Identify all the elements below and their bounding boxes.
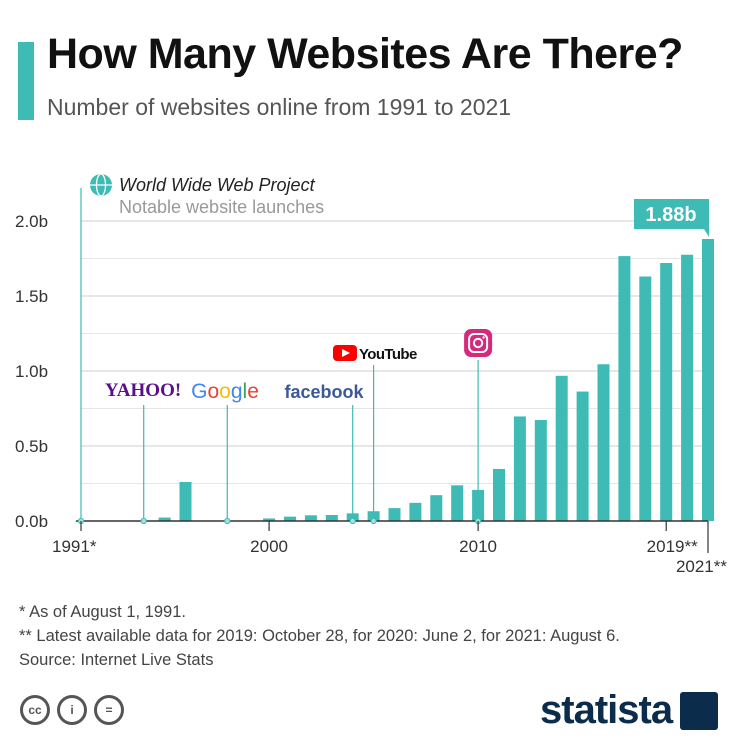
y-tick-label: 1.5b — [15, 287, 48, 306]
footnote-2: ** Latest available data for 2019: Octob… — [19, 627, 620, 645]
value-callout-box — [634, 199, 709, 229]
attribution-icon[interactable]: i — [57, 695, 87, 725]
bar — [576, 391, 589, 521]
marker-dot — [349, 517, 356, 525]
bar — [388, 508, 401, 521]
y-tick-label: 0.5b — [15, 437, 48, 456]
x-tick-label: 2010 — [459, 537, 497, 556]
x-tick-label: 1991* — [52, 537, 97, 556]
cc-icon[interactable]: cc — [20, 695, 50, 725]
marker-dot — [224, 517, 231, 525]
brand-wordmark: statista — [540, 688, 673, 732]
bar — [284, 516, 296, 521]
no-derivatives-icon[interactable]: = — [94, 695, 124, 725]
marker-dot — [140, 517, 147, 525]
accent-bar — [18, 42, 34, 120]
bar — [430, 495, 443, 521]
bar — [179, 482, 192, 521]
bar-chart: 0.0b 0.5b 1.0b 1.5b 2.0b 1991* 2000 2010 2019**2… — [15, 173, 727, 576]
bar — [367, 511, 380, 521]
bar — [597, 364, 610, 521]
chart-subtitle: Number of websites online from 1991 to 2… — [47, 94, 512, 120]
bar — [639, 276, 652, 521]
footnotes: * As of August 1, 1991. ** Latest availa… — [19, 600, 620, 672]
youtube-logo: YouTube — [359, 346, 417, 363]
youtube-play-icon — [342, 349, 350, 357]
bar — [451, 485, 464, 521]
y-tick-label: 2.0b — [15, 212, 48, 231]
license-icons: cc i = — [20, 695, 124, 725]
bar — [493, 468, 505, 521]
footnote-1: * As of August 1, 1991. — [19, 603, 186, 621]
facebook-logo: facebook — [284, 382, 364, 402]
bar — [158, 517, 171, 521]
x-tick-label: 2021** — [676, 557, 727, 576]
instagram-lens-icon — [472, 337, 484, 349]
bar — [472, 489, 485, 521]
bar — [325, 515, 338, 521]
bar — [681, 254, 694, 521]
instagram-dot-icon — [482, 336, 485, 339]
bar — [618, 256, 631, 521]
legend-title: World Wide Web Project — [119, 175, 316, 195]
chart-title: How Many Websites Are There? — [47, 30, 683, 78]
bar — [702, 239, 714, 521]
y-tick-label: 0.0b — [15, 512, 48, 531]
legend-subtitle: Notable website launches — [119, 197, 324, 217]
source-note: Source: Internet Live Stats — [19, 651, 214, 669]
yahoo-logo: YAHOO! — [105, 380, 181, 401]
bar — [513, 416, 526, 521]
bar — [660, 263, 673, 521]
value-callout-pointer — [699, 221, 709, 237]
statista-mark-icon — [680, 691, 719, 730]
bar — [263, 518, 276, 521]
y-tick-label: 1.0b — [15, 362, 48, 381]
value-callout-label: 1.88b — [645, 204, 696, 226]
google-logo: Google — [191, 380, 259, 403]
bar — [304, 515, 317, 521]
bar — [346, 513, 359, 521]
bar — [555, 375, 568, 521]
bar — [534, 420, 547, 521]
marker-dot — [370, 517, 377, 525]
bar — [409, 502, 422, 521]
x-tick-label: 2000 — [250, 537, 288, 556]
x-tick-label: 2019** — [647, 537, 698, 556]
instagram-frame-icon — [468, 333, 489, 353]
statista-logo[interactable]: statista — [540, 688, 719, 733]
